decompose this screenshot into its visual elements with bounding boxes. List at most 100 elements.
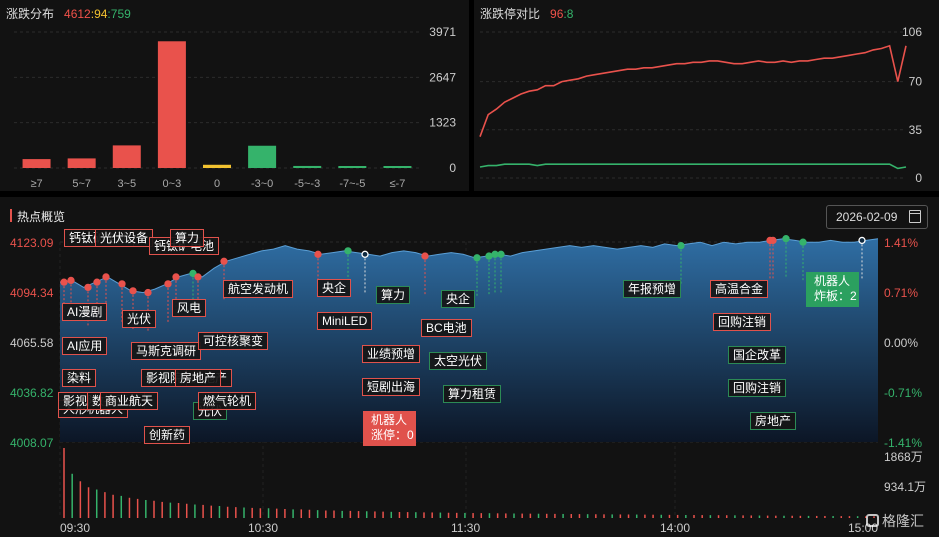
x-tick-label: 5~7 — [72, 178, 91, 190]
topic-tag[interactable]: AI应用 — [62, 337, 108, 355]
marker-dot — [220, 257, 228, 265]
limit-chart: 106 70 35 0 — [479, 25, 922, 185]
topic-tag[interactable]: 央企 — [317, 279, 352, 297]
marker-dot — [491, 250, 499, 258]
marker-dot — [858, 236, 866, 245]
callout-line: 机器人 — [371, 413, 408, 427]
topic-tag[interactable]: 短剧出海 — [362, 378, 421, 396]
time-label: 10:30 — [248, 521, 279, 535]
marker-dot — [194, 273, 202, 281]
topic-tag[interactable]: 商业航天 — [100, 392, 159, 410]
topic-tag[interactable]: 国企改革 — [728, 346, 787, 364]
topic-tag[interactable]: 回购注销 — [728, 379, 787, 397]
x-tick-label: ≤-7 — [390, 178, 406, 190]
separator: : — [563, 7, 567, 21]
marker-dot — [172, 273, 180, 281]
y-tick-label: 1323 — [429, 116, 456, 130]
topic-tag[interactable]: BC电池 — [421, 319, 472, 337]
x-tick-label: 3~5 — [117, 178, 136, 190]
time-label: 15:00 — [848, 521, 879, 535]
robot-limit-up-callout[interactable]: 机器人 涨停：0 — [363, 411, 416, 446]
marker-dot — [361, 250, 369, 258]
marker-dot — [60, 278, 68, 286]
topic-tag[interactable]: AI漫剧 — [62, 303, 108, 321]
x-tick-label: ≥7 — [30, 178, 42, 190]
topic-tag[interactable]: 可控核聚变 — [198, 332, 269, 350]
marker-dot — [473, 254, 481, 262]
topic-tag[interactable]: MiniLED — [317, 312, 373, 330]
callout-line: 机器人 — [814, 274, 851, 288]
topic-tag[interactable]: 染料 — [62, 369, 97, 387]
date-value: 2026-02-09 — [836, 210, 898, 224]
pct-label: 1.41% — [884, 236, 919, 250]
marker-dot — [164, 280, 172, 288]
topic-tag[interactable]: 算力 — [376, 286, 411, 304]
up-count: 4612 — [64, 7, 91, 21]
topic-tag[interactable]: 业绩预增 — [362, 345, 421, 363]
topic-tag[interactable]: 马斯克调研 — [131, 342, 202, 360]
distribution-title-text: 涨跌分布 — [6, 7, 55, 21]
volume-label: 1868万 — [884, 450, 923, 464]
topic-tag[interactable]: 燃气轮机 — [198, 392, 257, 410]
marker-dot — [497, 250, 505, 258]
price-label: 4094.34 — [10, 286, 54, 300]
topic-tag[interactable]: 央企 — [441, 290, 476, 308]
bar — [383, 166, 412, 168]
marker-dot — [189, 269, 197, 278]
hot-title: 热点概览 — [10, 208, 65, 225]
y-tick-label: 3971 — [429, 25, 456, 39]
marker-dot — [421, 252, 429, 260]
marker-dot — [67, 276, 75, 285]
pct-label: -0.71% — [884, 386, 923, 400]
marker-dot — [102, 273, 110, 281]
marker-dot — [129, 287, 137, 295]
topic-tag[interactable]: 创新药 — [144, 426, 191, 444]
topic-tag[interactable]: 高温合金 — [710, 280, 769, 298]
topic-tag[interactable]: 房地产 — [175, 369, 222, 387]
topic-tag[interactable]: 房地产 — [750, 412, 797, 430]
limit-panel: 涨跌停对比 96:8 106 70 35 0 — [474, 0, 939, 191]
price-label: 4008.07 — [10, 436, 54, 450]
marker-dot — [84, 283, 92, 292]
topic-tag[interactable]: 回购注销 — [713, 313, 772, 331]
distribution-chart: 3971 2647 1323 0 ≥7 5~7 3~5 0~3 0 -3~0 -5~-3 -7~-5 ≤… — [14, 25, 456, 190]
marker-dot — [677, 241, 685, 250]
y-tick-label: 0 — [449, 161, 456, 175]
price-label: 4065.58 — [10, 336, 54, 350]
x-tick-label: 0 — [214, 178, 220, 190]
x-tick-label: -3~0 — [251, 178, 273, 190]
bar — [338, 166, 367, 168]
distribution-panel: 涨跌分布 4612:94:759 3971 2647 1323 0 ≥7 5~7 3~5 0~3… — [0, 0, 469, 191]
bar — [293, 165, 322, 168]
marker-dot — [485, 252, 493, 260]
bar — [248, 145, 277, 168]
topic-tag[interactable]: 风电 — [172, 299, 207, 317]
bar — [67, 158, 96, 168]
topic-tag[interactable]: 年报预增 — [623, 280, 682, 298]
topic-tag[interactable]: 算力租赁 — [443, 385, 502, 403]
topic-tag[interactable]: 太空光伏 — [429, 352, 488, 370]
topic-tag[interactable]: 算力 — [170, 229, 205, 247]
calendar-icon[interactable] — [909, 210, 921, 223]
pct-label: -1.41% — [884, 436, 923, 450]
y-tick-label: 106 — [902, 25, 922, 39]
x-tick-label: 0~3 — [163, 178, 182, 190]
limit-title-text: 涨跌停对比 — [480, 7, 541, 21]
pct-label: 0.71% — [884, 286, 919, 300]
topic-tag[interactable]: 光伏设备 — [95, 229, 154, 247]
bar — [22, 159, 51, 168]
topic-tag[interactable]: 航空发动机 — [223, 280, 294, 298]
robot-broken-board-callout[interactable]: 机器人 炸板：2 — [806, 272, 859, 307]
x-tick-label: -7~-5 — [339, 178, 365, 190]
price-label: 4036.82 — [10, 386, 54, 400]
watermark-text: 格隆汇 — [882, 513, 924, 529]
price-label: 4123.09 — [10, 236, 54, 250]
down-count: 759 — [110, 7, 131, 21]
x-tick-label: -5~-3 — [294, 178, 320, 190]
topic-tag[interactable]: 光伏 — [122, 310, 157, 328]
callout-line: 涨停：0 — [371, 428, 414, 442]
marker-dot — [799, 238, 807, 246]
time-label: 14:00 — [660, 521, 691, 535]
date-picker[interactable]: 2026-02-09 — [826, 205, 928, 229]
